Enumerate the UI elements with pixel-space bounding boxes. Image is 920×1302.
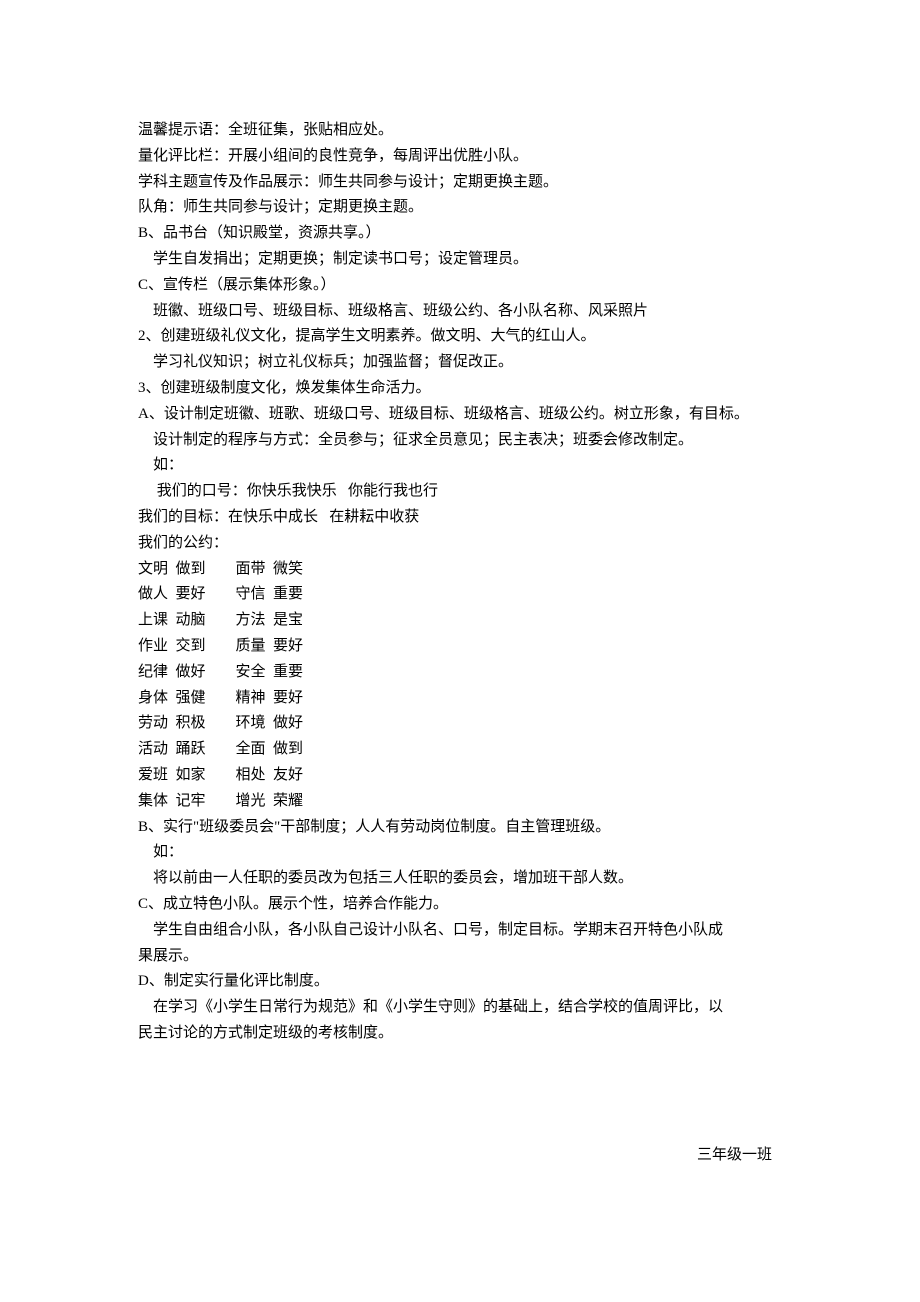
text-line: 量化评比栏：开展小组间的良性竞争，每周评出优胜小队。 [138,144,782,170]
text-line: 学生自发捐出；定期更换；制定读书口号；设定管理员。 [138,247,782,273]
text-line: 身体 强健 精神 要好 [138,686,782,712]
text-line: C、宣传栏（展示集体形象。） [138,273,782,299]
text-line: 学科主题宣传及作品展示：师生共同参与设计；定期更换主题。 [138,170,782,196]
document-body: 温馨提示语：全班征集，张贴相应处。 量化评比栏：开展小组间的良性竞争，每周评出优… [138,118,782,1168]
text-line: 纪律 做好 安全 重要 [138,660,782,686]
text-line: 3、创建班级制度文化，焕发集体生命活力。 [138,376,782,402]
text-line: 2、创建班级礼仪文化，提高学生文明素养。做文明、大气的红山人。 [138,324,782,350]
text-line: 如： [138,840,782,866]
text-line: 温馨提示语：全班征集，张贴相应处。 [138,118,782,144]
text-line: 作业 交到 质量 要好 [138,634,782,660]
text-line: 在学习《小学生日常行为规范》和《小学生守则》的基础上，结合学校的值周评比，以 [138,995,782,1021]
text-line: B、品书台（知识殿堂，资源共享。） [138,221,782,247]
text-line: 上课 动脑 方法 是宝 [138,608,782,634]
text-line: D、制定实行量化评比制度。 [138,969,782,995]
text-line: 集体 记牢 增光 荣耀 [138,789,782,815]
text-line: 做人 要好 守信 重要 [138,582,782,608]
text-line: 民主讨论的方式制定班级的考核制度。 [138,1021,782,1047]
text-line: 班徽、班级口号、班级目标、班级格言、班级公约、各小队名称、风采照片 [138,299,782,325]
text-line: 我们的口号：你快乐我快乐 你能行我也行 [138,479,782,505]
text-line: 劳动 积极 环境 做好 [138,711,782,737]
text-line: 果展示。 [138,944,782,970]
text-line: 我们的公约： [138,531,782,557]
text-line: C、成立特色小队。展示个性，培养合作能力。 [138,892,782,918]
text-line: 学生自由组合小队，各小队自己设计小队名、口号，制定目标。学期末召开特色小队成 [138,918,782,944]
text-line: 设计制定的程序与方式：全员参与；征求全员意见；民主表决；班委会修改制定。 [138,428,782,454]
text-line: 活动 踊跃 全面 做到 [138,737,782,763]
text-line: 爱班 如家 相处 友好 [138,763,782,789]
text-line: 将以前由一人任职的委员改为包括三人任职的委员会，增加班干部人数。 [138,866,782,892]
text-line: 学习礼仪知识；树立礼仪标兵；加强监督；督促改正。 [138,350,782,376]
text-line: 如： [138,453,782,479]
text-line: 队角：师生共同参与设计；定期更换主题。 [138,195,782,221]
signature: 三年级一班 [138,1143,782,1169]
text-line: B、实行"班级委员会"干部制度；人人有劳动岗位制度。自主管理班级。 [138,815,782,841]
text-line: 文明 做到 面带 微笑 [138,557,782,583]
text-line: A、设计制定班徽、班歌、班级口号、班级目标、班级格言、班级公约。树立形象，有目标… [138,402,782,428]
text-line: 我们的目标：在快乐中成长 在耕耘中收获 [138,505,782,531]
